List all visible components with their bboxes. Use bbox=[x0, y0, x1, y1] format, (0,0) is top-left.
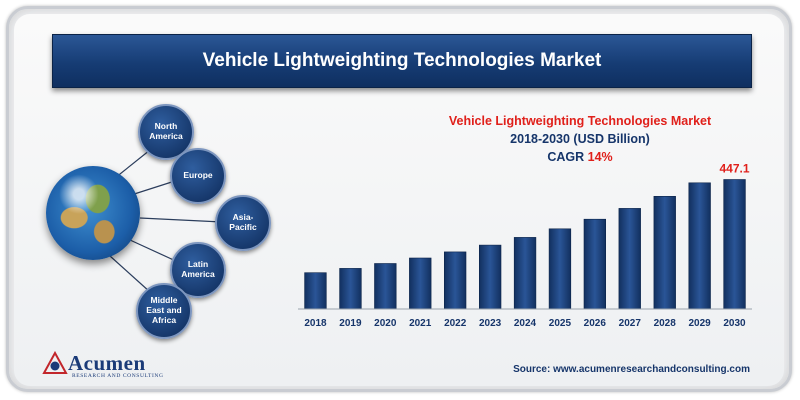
region-label: North America bbox=[149, 121, 183, 141]
bar-2029 bbox=[688, 182, 711, 310]
bar-2026 bbox=[583, 218, 607, 310]
cagr-label: CAGR bbox=[547, 150, 588, 164]
page-title: Vehicle Lightweighting Technologies Mark… bbox=[202, 50, 602, 71]
x-tick-label: 2029 bbox=[688, 318, 711, 329]
source-note: Source: www.acumenresearchandconsulting.… bbox=[513, 364, 750, 375]
x-tick-label: 2024 bbox=[514, 318, 537, 329]
data-label-2030: 447.1 bbox=[719, 162, 749, 176]
bar-2021 bbox=[409, 257, 432, 310]
cagr-value: 14% bbox=[587, 150, 613, 164]
x-tick-label: 2026 bbox=[584, 318, 607, 329]
bar-2024 bbox=[513, 237, 537, 310]
region-europe: Europe bbox=[170, 148, 226, 204]
x-tick-label: 2021 bbox=[409, 318, 432, 329]
bar-2018 bbox=[304, 272, 327, 310]
bar-2023 bbox=[478, 244, 502, 310]
bar-2025 bbox=[548, 228, 572, 310]
bar-2020 bbox=[374, 263, 397, 310]
bar-2030 bbox=[723, 179, 746, 310]
region-label: Asia-Pacific bbox=[229, 212, 257, 232]
x-tick-label: 2019 bbox=[339, 318, 362, 329]
chart-heading-cagr: CAGR 14% bbox=[430, 148, 730, 166]
x-tick-label: 2020 bbox=[374, 318, 397, 329]
logo-subtitle: RESEARCH AND CONSULTING bbox=[72, 373, 164, 379]
x-tick-label: 2023 bbox=[479, 318, 502, 329]
x-tick-label: 2027 bbox=[619, 318, 642, 329]
x-tick-label: 2018 bbox=[304, 318, 327, 329]
region-asia-pacific: Asia-Pacific bbox=[215, 195, 271, 251]
bar-2022 bbox=[443, 251, 467, 310]
chart-heading-title: Vehicle Lightweighting Technologies Mark… bbox=[448, 114, 712, 128]
bar-2019 bbox=[339, 268, 362, 310]
chart-heading: Vehicle Lightweighting Technologies Mark… bbox=[430, 112, 730, 166]
logo-emblem-icon bbox=[42, 351, 68, 374]
logo-name: Acumen bbox=[68, 351, 146, 375]
x-tick-label: 2022 bbox=[444, 318, 467, 329]
chart-heading-period: 2018-2030 (USD Billion) bbox=[510, 132, 650, 146]
region-label: Europe bbox=[183, 170, 213, 181]
x-tick-label: 2030 bbox=[723, 318, 746, 329]
region-label: Latin America bbox=[181, 259, 215, 279]
company-logo: Acumen RESEARCH AND CONSULTING bbox=[42, 351, 172, 381]
region-middle-east-africa: Middle East and Africa bbox=[136, 283, 192, 339]
bar-2028 bbox=[653, 196, 676, 310]
x-tick-label: 2025 bbox=[549, 318, 572, 329]
globe-icon bbox=[46, 166, 140, 260]
page-title-banner: Vehicle Lightweighting Technologies Mark… bbox=[52, 34, 752, 88]
region-label: Middle East and Africa bbox=[146, 295, 182, 325]
x-tick-label: 2028 bbox=[654, 318, 677, 329]
bar-2027 bbox=[618, 208, 641, 310]
